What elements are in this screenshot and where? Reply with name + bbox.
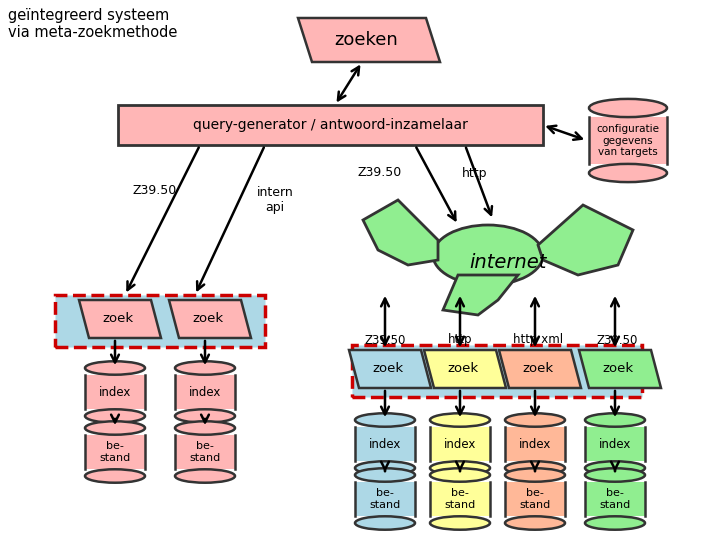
Text: configuratie
gegevens
van targets: configuratie gegevens van targets <box>596 124 660 157</box>
Text: be-
stand: be- stand <box>99 441 130 463</box>
Text: query-generator / antwoord-inzamelaar: query-generator / antwoord-inzamelaar <box>192 118 467 132</box>
Text: intern
api: intern api <box>256 186 293 214</box>
Ellipse shape <box>589 164 667 182</box>
Ellipse shape <box>585 516 645 530</box>
Text: index: index <box>369 437 401 450</box>
Ellipse shape <box>433 225 543 285</box>
Ellipse shape <box>355 413 415 427</box>
Ellipse shape <box>505 461 565 475</box>
Text: zoek: zoek <box>372 362 404 375</box>
Ellipse shape <box>355 516 415 530</box>
Bar <box>430 482 490 516</box>
Ellipse shape <box>355 461 415 475</box>
Text: index: index <box>189 386 221 399</box>
Text: http: http <box>448 334 472 347</box>
Bar <box>175 435 235 469</box>
Text: Z39.50: Z39.50 <box>358 166 402 179</box>
Polygon shape <box>169 300 251 338</box>
Polygon shape <box>579 350 661 388</box>
Ellipse shape <box>505 413 565 427</box>
Ellipse shape <box>430 413 490 427</box>
Text: index: index <box>599 437 631 450</box>
Text: http: http <box>462 166 487 179</box>
Bar <box>505 482 565 516</box>
Bar <box>355 427 415 461</box>
Ellipse shape <box>85 469 145 483</box>
Ellipse shape <box>505 516 565 530</box>
Ellipse shape <box>85 361 145 375</box>
Ellipse shape <box>585 468 645 482</box>
Bar <box>85 435 145 469</box>
Text: zoek: zoek <box>447 362 479 375</box>
Text: zoek: zoek <box>603 362 634 375</box>
Text: geïntegreerd systeem
via meta-zoekmethode: geïntegreerd systeem via meta-zoekmethod… <box>8 8 177 40</box>
Ellipse shape <box>355 468 415 482</box>
Bar <box>352 345 642 397</box>
Text: Z39.50: Z39.50 <box>596 334 638 347</box>
Ellipse shape <box>585 461 645 475</box>
Ellipse shape <box>430 461 490 475</box>
Ellipse shape <box>175 421 235 435</box>
Polygon shape <box>79 300 161 338</box>
Polygon shape <box>443 275 518 315</box>
Ellipse shape <box>589 99 667 117</box>
Bar <box>117 105 542 145</box>
Text: http xml: http xml <box>513 334 563 347</box>
Text: index: index <box>99 386 131 399</box>
Bar <box>85 375 145 409</box>
Bar <box>355 482 415 516</box>
Ellipse shape <box>430 468 490 482</box>
Ellipse shape <box>175 361 235 375</box>
Ellipse shape <box>175 469 235 483</box>
Text: index: index <box>444 437 476 450</box>
Text: be-
stand: be- stand <box>599 488 631 510</box>
Ellipse shape <box>430 516 490 530</box>
Ellipse shape <box>85 421 145 435</box>
Bar <box>175 375 235 409</box>
Polygon shape <box>499 350 581 388</box>
Ellipse shape <box>505 468 565 482</box>
Text: zoeken: zoeken <box>334 31 398 49</box>
Bar <box>585 427 645 461</box>
Text: be-
stand: be- stand <box>369 488 400 510</box>
Text: Z39.50: Z39.50 <box>133 184 177 197</box>
Bar <box>505 427 565 461</box>
Ellipse shape <box>585 413 645 427</box>
Bar <box>430 427 490 461</box>
Text: Z39.50: Z39.50 <box>364 334 405 347</box>
Text: zoek: zoek <box>523 362 554 375</box>
Ellipse shape <box>175 409 235 423</box>
Bar <box>55 295 265 347</box>
Polygon shape <box>349 350 431 388</box>
Polygon shape <box>424 350 506 388</box>
Text: internet: internet <box>469 253 546 273</box>
Text: be-
stand: be- stand <box>444 488 476 510</box>
Text: index: index <box>519 437 552 450</box>
Bar <box>585 482 645 516</box>
Text: zoek: zoek <box>192 313 224 326</box>
Polygon shape <box>363 200 438 265</box>
Text: zoek: zoek <box>102 313 134 326</box>
Ellipse shape <box>85 409 145 423</box>
Bar <box>589 117 667 164</box>
Polygon shape <box>298 18 440 62</box>
Text: be-
stand: be- stand <box>189 441 220 463</box>
Polygon shape <box>538 205 633 275</box>
Text: be-
stand: be- stand <box>519 488 551 510</box>
